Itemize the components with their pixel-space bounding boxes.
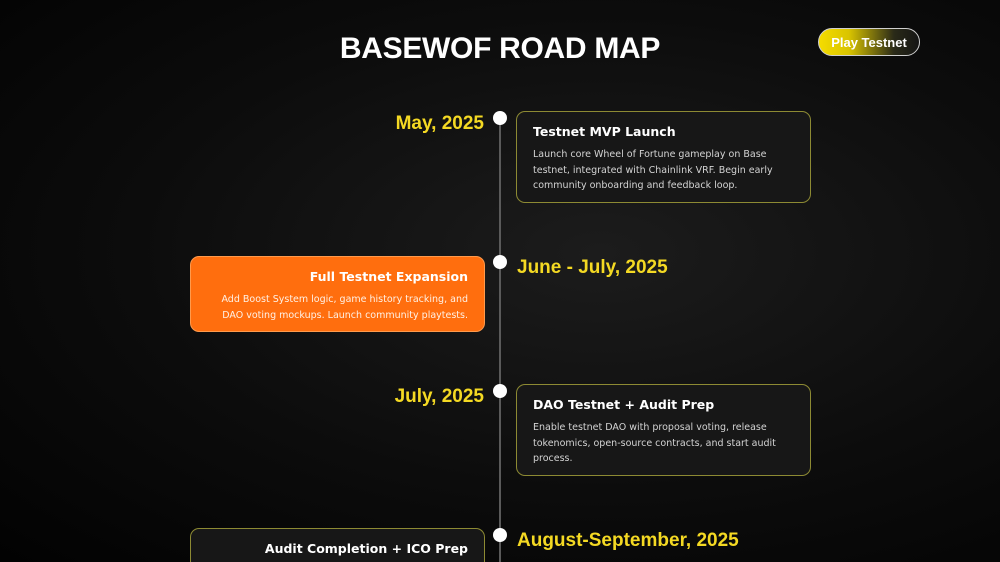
- milestone-description: Enable testnet DAO with proposal voting,…: [533, 422, 776, 464]
- milestone-date: July, 2025: [394, 386, 484, 407]
- milestone-description: Launch core Wheel of Fortune gameplay on…: [533, 149, 773, 191]
- milestone-card: Audit Completion + ICO Prep: [190, 528, 485, 562]
- milestone-description: Add Boost System logic, game history tra…: [221, 294, 468, 321]
- milestone-card: DAO Testnet + Audit Prep Enable testnet …: [516, 384, 811, 476]
- milestone-title: Testnet MVP Launch: [533, 124, 676, 139]
- timeline-dot: [493, 255, 507, 269]
- milestone-date: June - July, 2025: [517, 257, 668, 278]
- milestone-title: Audit Completion + ICO Prep: [264, 541, 468, 556]
- milestone-card: Testnet MVP Launch Launch core Wheel of …: [516, 111, 811, 203]
- timeline-line: [499, 118, 501, 562]
- timeline-dot: [493, 111, 507, 125]
- milestone-card-highlighted: Full Testnet Expansion Add Boost System …: [190, 256, 485, 332]
- page-title: BASEWOF ROAD MAP: [339, 32, 661, 65]
- timeline-dot: [493, 528, 507, 542]
- milestone-date: August-September, 2025: [517, 530, 739, 551]
- play-testnet-button[interactable]: Play Testnet: [818, 28, 920, 56]
- timeline-dot: [493, 384, 507, 398]
- milestone-title: Full Testnet Expansion: [309, 269, 468, 284]
- milestone-date: May, 2025: [395, 113, 484, 134]
- milestone-title: DAO Testnet + Audit Prep: [533, 397, 715, 412]
